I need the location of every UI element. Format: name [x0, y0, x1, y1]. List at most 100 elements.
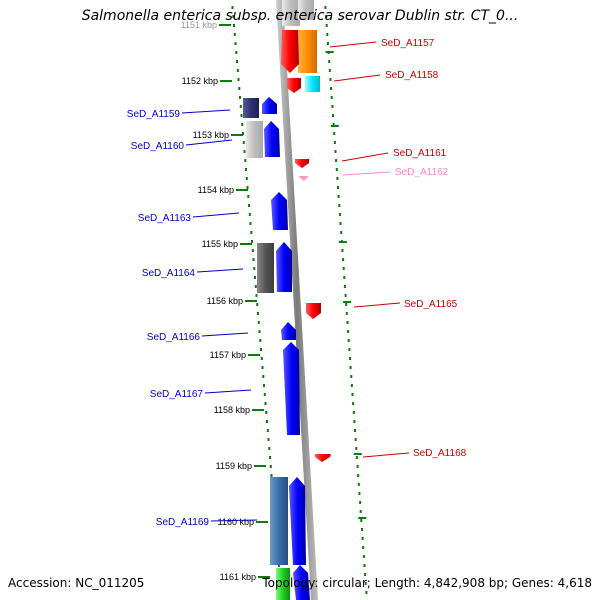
gene-arrow-sed-a1157[interactable] [281, 30, 299, 73]
guide-dot [236, 69, 239, 72]
guide-dot [365, 591, 368, 594]
guide-dot [363, 564, 366, 567]
guide-dot [339, 222, 342, 225]
guide-dot [259, 339, 262, 342]
guide-dot [239, 105, 242, 108]
guide-dot [350, 384, 353, 387]
guide-dot [336, 177, 339, 180]
guide-dot [337, 195, 340, 198]
gene-arrow-sed-a1161[interactable] [295, 159, 309, 168]
gene-label-sed-a1161[interactable]: SeD_A1161 [393, 148, 447, 159]
ruler-tick-label: 1156 kbp [207, 296, 243, 306]
ruler-tick-label: 1155 kbp [202, 239, 238, 249]
homolog-box [276, 568, 290, 600]
guide-dot [260, 348, 262, 351]
gene-label-sed-a1165[interactable]: SeD_A1165 [404, 299, 458, 310]
leader-line-sed-a1164 [196, 268, 244, 273]
gene-label-sed-a1169[interactable]: SeD_A1169 [156, 517, 210, 528]
guide-dot [269, 465, 272, 468]
guide-dot [344, 294, 347, 297]
guide-dot [235, 51, 238, 54]
guide-dot [325, 24, 328, 27]
guide-dot [349, 366, 352, 369]
guide-dot [355, 456, 358, 459]
gene-label-sed-a1164[interactable]: SeD_A1164 [142, 268, 196, 279]
guide-dot [341, 249, 344, 252]
guide-dot [255, 294, 258, 297]
guide-dot [241, 123, 244, 126]
gene-arrow-sed-a1168[interactable] [315, 454, 331, 462]
guide-dot [352, 402, 355, 405]
guide-dot [353, 420, 356, 423]
gene-arrow-sed-a1166[interactable] [281, 322, 296, 340]
guide-dot [356, 465, 359, 468]
gene-label-sed-a1160[interactable]: SeD_A1160 [131, 141, 185, 152]
guide-dot [233, 33, 236, 36]
guide-dot [361, 537, 364, 540]
gene-arrow-sed-a1169[interactable] [289, 477, 306, 565]
homolog-box [270, 477, 288, 565]
guide-dot [346, 321, 349, 324]
homolog-box [243, 98, 259, 118]
gene-label-sed-a1168[interactable]: SeD_A1168 [413, 448, 467, 459]
gene-label-sed-a1163[interactable]: SeD_A1163 [138, 213, 192, 224]
gene-arrow-sed-a1165[interactable] [306, 303, 321, 319]
guide-dot [326, 42, 329, 45]
gene-arrow-sed-a1162[interactable] [298, 176, 309, 181]
leader-line-sed-a1161 [341, 152, 389, 162]
gene-arrow-sed-a1164[interactable] [276, 242, 292, 292]
gene-arrow-sed-a1163[interactable] [271, 192, 288, 230]
guide-dot [260, 357, 263, 360]
leader-line-sed-a1158 [333, 74, 381, 82]
guide-dot [249, 222, 252, 225]
guide-dot [342, 258, 345, 261]
guide-dot [265, 411, 268, 414]
guide-dot [236, 60, 238, 63]
guide-dot [364, 573, 367, 576]
guide-dot [268, 447, 271, 450]
gene-label-sed-a1167[interactable]: SeD_A1167 [150, 389, 204, 400]
guide-dot [348, 348, 351, 351]
gene-label-sed-a1158[interactable]: SeD_A1158 [385, 70, 439, 81]
guide-dot [246, 186, 249, 189]
homolog-box [246, 121, 263, 158]
guide-dot [267, 438, 270, 441]
gene-arrow-sed-a1158[interactable] [287, 78, 301, 93]
guide-dot [258, 330, 261, 333]
guide-dot [242, 132, 244, 135]
guide-dot [266, 420, 268, 423]
guide-dot [354, 429, 356, 432]
guide-dot [359, 501, 362, 504]
guide-dot [352, 411, 355, 414]
guide-dot [330, 96, 333, 99]
guide-dot [250, 231, 253, 234]
guide-dot [266, 429, 269, 432]
gene-arrow-next[interactable] [293, 565, 310, 600]
guide-dot [342, 267, 345, 270]
guide-dot [254, 285, 257, 288]
guide-dot [264, 402, 267, 405]
ruler-tick-label: 1152 kbp [182, 76, 218, 86]
gene-arrow-sed-a1167[interactable] [283, 342, 300, 435]
gene-label-sed-a1157[interactable]: SeD_A1157 [381, 38, 435, 49]
ruler-tick-label: 1151 kbp [181, 20, 217, 30]
guide-dot [347, 330, 350, 333]
gene-label-sed-a1159[interactable]: SeD_A1159 [127, 109, 181, 120]
guide-dot [334, 150, 337, 153]
guide-dot [325, 15, 328, 18]
leader-line-sed-a1166 [201, 332, 249, 337]
genome-info-text: Topology: circular; Length: 4,842,908 bp… [262, 576, 592, 590]
guide-dot [233, 24, 235, 27]
ruler-tick-label: 1161 kbp [220, 572, 256, 582]
guide-dot [251, 249, 254, 252]
guide-dot [332, 123, 335, 126]
ruler-tick-label: 1153 kbp [193, 130, 229, 140]
gene-arrow-sed-a1159[interactable] [262, 97, 277, 114]
guide-dot [351, 393, 354, 396]
guide-dot [340, 231, 343, 234]
gene-label-sed-a1162[interactable]: SeD_A1162 [395, 167, 449, 178]
ruler-tick-label: 1157 kbp [210, 350, 246, 360]
gene-label-sed-a1166[interactable]: SeD_A1166 [147, 332, 201, 343]
gene-arrow-sed-a1160[interactable] [264, 121, 280, 157]
guide-dot [257, 312, 259, 315]
